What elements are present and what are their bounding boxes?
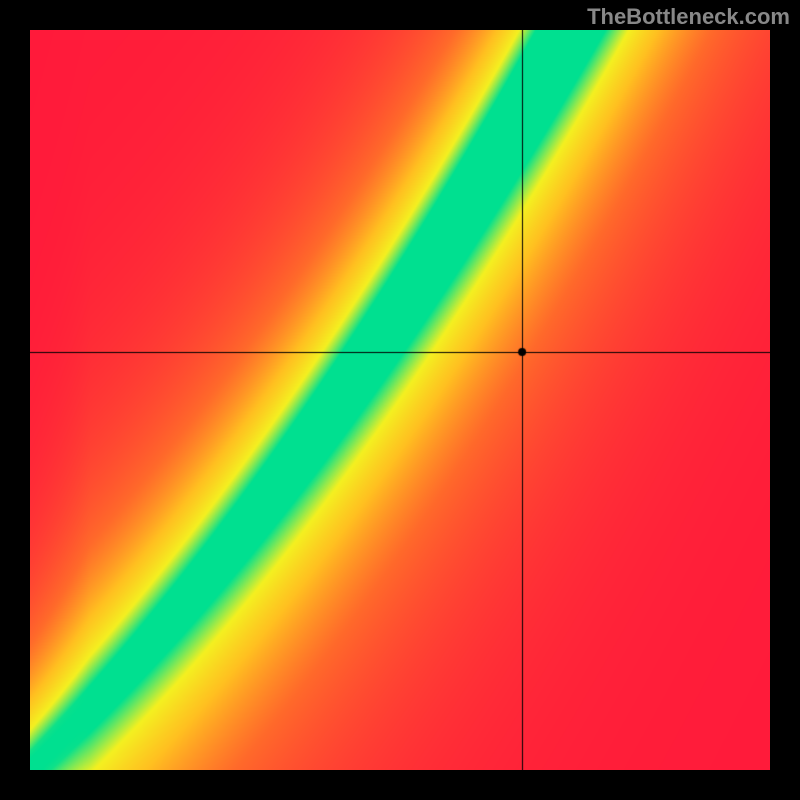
watermark-text: TheBottleneck.com bbox=[587, 4, 790, 30]
chart-container: TheBottleneck.com bbox=[0, 0, 800, 800]
heatmap-plot bbox=[30, 30, 770, 770]
heatmap-canvas bbox=[30, 30, 770, 770]
